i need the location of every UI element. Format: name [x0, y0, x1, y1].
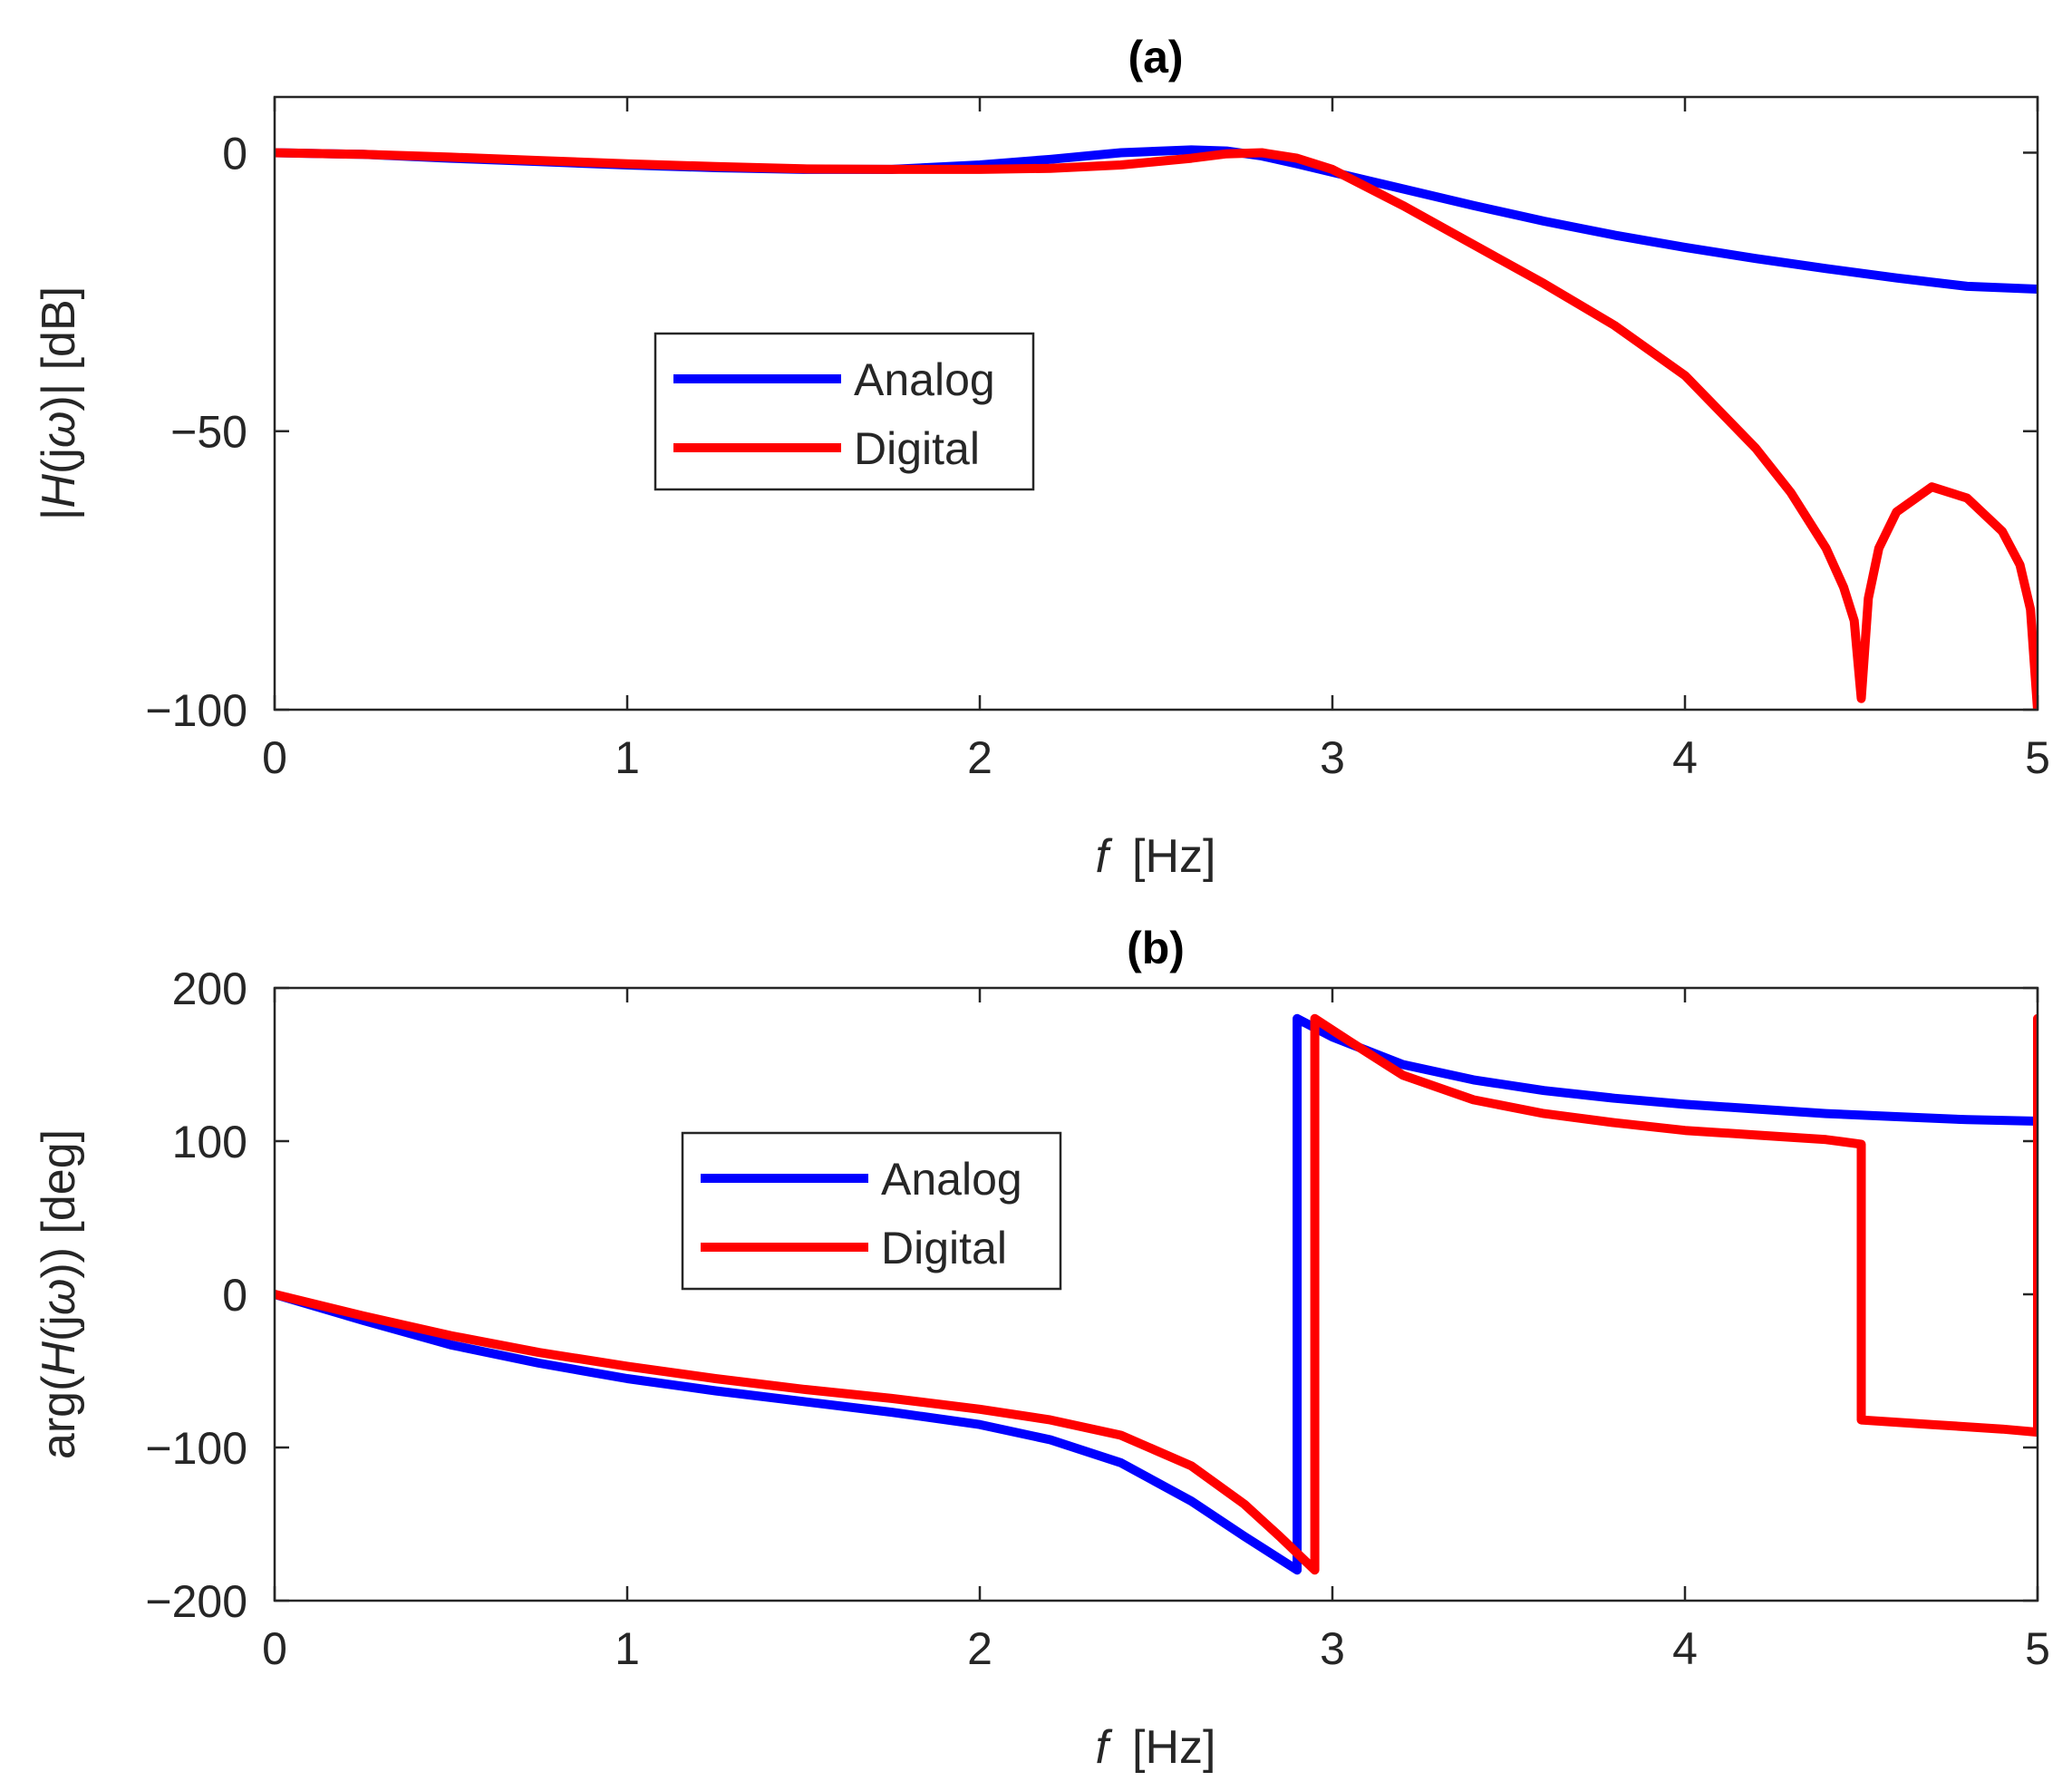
panel-a-y-label: |H(jω)| [dB] [33, 286, 85, 520]
panel-b-x-tick-label: 3 [1320, 1623, 1345, 1674]
panel-a-x-ticks: 0 1 2 3 4 5 [262, 97, 2050, 783]
panel-a-y-ticks: −100 −50 0 [145, 128, 2038, 736]
panel-b-analog-line [275, 1013, 2038, 1575]
panel-a-y-tick-label: −100 [145, 685, 247, 736]
panel-b-y-tick-label: 0 [222, 1270, 247, 1321]
panel-b-x-tick-label: 5 [2025, 1623, 2050, 1674]
panel-a-magnitude: (a) 0 1 2 3 4 5 −100 −50 0 f [Hz] |H(jω)| [dB] A… [33, 32, 2050, 883]
panel-a-x-tick-label: 5 [2025, 732, 2050, 783]
panel-b-y-tick-label: 200 [172, 963, 247, 1014]
panel-b-x-tick-label: 0 [262, 1623, 287, 1674]
panel-a-legend-digital-label: Digital [854, 423, 980, 474]
panel-b-y-tick-label: −200 [145, 1576, 247, 1627]
panel-a-title: (a) [1128, 32, 1183, 82]
panel-b-y-label: arg(H(jω)) [deg] [33, 1129, 85, 1459]
panel-b-y-ticks: −200 −100 0 100 200 [145, 963, 2038, 1627]
panel-b-axes-box [273, 986, 2039, 1602]
panel-b-x-tick-label: 4 [1672, 1623, 1698, 1674]
panel-b-y-tick-label: −100 [145, 1423, 247, 1474]
panel-b-y-tick-label: 100 [172, 1117, 247, 1167]
panel-a-analog-line [275, 145, 2038, 294]
panel-b-legend: Analog Digital [681, 1131, 1062, 1291]
panel-a-x-tick-label: 2 [967, 732, 992, 783]
panel-a-legend: Analog Digital [654, 332, 1035, 491]
panel-a-x-tick-label: 1 [615, 732, 640, 783]
panel-b-legend-digital-label: Digital [881, 1223, 1007, 1273]
panel-b-x-tick-label: 1 [615, 1623, 640, 1674]
panel-a-legend-analog-label: Analog [854, 354, 995, 405]
panel-a-gridless-plot-area: 0 1 2 3 4 5 −100 −50 0 [145, 95, 2050, 783]
panel-a-y-tick-label: 0 [222, 128, 247, 179]
panel-b-x-ticks: 0 1 2 3 4 5 [262, 988, 2050, 1674]
panel-b-title: (b) [1127, 923, 1185, 973]
panel-a-x-label: f [Hz] [1096, 830, 1216, 883]
panel-b-phase: (b) 0 1 2 3 4 5 −200 −100 0 100 200 f [Hz] arg(H(j… [33, 923, 2050, 1774]
panel-b-digital-line [275, 1013, 2038, 1575]
panel-b-x-tick-label: 2 [967, 1623, 992, 1674]
panel-b-legend-box [681, 1131, 1062, 1291]
panel-b-x-label: f [Hz] [1096, 1721, 1216, 1774]
panel-b-gridless-plot-area: 0 1 2 3 4 5 −200 −100 0 100 200 [145, 963, 2050, 1674]
panel-a-x-tick-label: 4 [1672, 732, 1698, 783]
panel-a-x-tick-label: 3 [1320, 732, 1345, 783]
panel-a-legend-box [654, 332, 1035, 491]
panel-a-digital-line [275, 148, 2038, 710]
panel-b-legend-analog-label: Analog [881, 1154, 1022, 1205]
panel-a-x-tick-label: 0 [262, 732, 287, 783]
panel-a-axes-box [273, 95, 2039, 712]
panel-a-y-tick-label: −50 [170, 407, 247, 458]
